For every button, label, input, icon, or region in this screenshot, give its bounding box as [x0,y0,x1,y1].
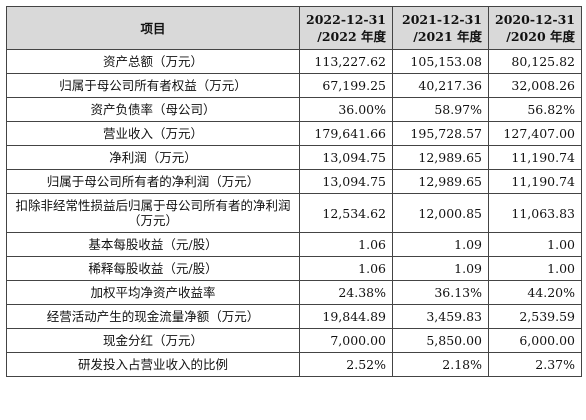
cell-2021: 195,728.57 [392,121,489,146]
table-row: 现金分红（万元） 7,000.00 5,850.00 6,000.00 [6,328,582,353]
header-row: 项目 2022-12-31 /2022 年度 2021-12-31 /2021 … [6,6,582,50]
cell-2022: 12,534.62 [299,193,393,233]
cell-2020: 11,190.74 [488,169,582,194]
table-header: 项目 2022-12-31 /2022 年度 2021-12-31 /2021 … [6,6,582,50]
cell-2021: 1.09 [392,256,489,281]
cell-2021: 36.13% [392,280,489,305]
row-label: 归属于母公司所有者的净利润（万元） [6,169,300,194]
cell-2021: 12,989.65 [392,145,489,170]
cell-2020: 2,539.59 [488,304,582,329]
cell-2020: 32,008.26 [488,73,582,98]
cell-2020: 80,125.82 [488,49,582,74]
row-label: 资产负债率（母公司） [6,97,300,122]
table-row: 归属于母公司所有者的净利润（万元） 13,094.75 12,989.65 11… [6,169,582,194]
row-label: 营业收入（万元） [6,121,300,146]
table-row: 经营活动产生的现金流量净额（万元） 19,844.89 3,459.83 2,5… [6,304,582,329]
cell-2022: 179,641.66 [299,121,393,146]
cell-2021: 1.09 [392,232,489,257]
row-label: 归属于母公司所有者权益（万元） [6,73,300,98]
header-col-date: 2022-12-31 [306,12,386,27]
cell-2022: 113,227.62 [299,49,393,74]
financial-data-table: 项目 2022-12-31 /2022 年度 2021-12-31 /2021 … [6,6,582,377]
cell-2020: 11,190.74 [488,145,582,170]
table-row: 归属于母公司所有者权益（万元） 67,199.25 40,217.36 32,0… [6,73,582,98]
cell-2022: 1.06 [299,232,393,257]
row-label: 净利润（万元） [6,145,300,170]
cell-2021: 2.18% [392,352,489,377]
row-label: 基本每股收益（元/股） [6,232,300,257]
cell-2020: 1.00 [488,232,582,257]
cell-2020: 2.37% [488,352,582,377]
row-label: 扣除非经常性损益后归属于母公司所有者的净利润（万元） [6,193,300,233]
financial-table-container: 项目 2022-12-31 /2022 年度 2021-12-31 /2021 … [6,6,582,377]
row-label: 资产总额（万元） [6,49,300,74]
table-row: 资产总额（万元） 113,227.62 105,153.08 80,125.82 [6,49,582,74]
cell-2022: 13,094.75 [299,169,393,194]
table-row: 基本每股收益（元/股） 1.06 1.09 1.00 [6,232,582,257]
row-label: 研发投入占营业收入的比例 [6,352,300,377]
table-row: 扣除非经常性损益后归属于母公司所有者的净利润（万元） 12,534.62 12,… [6,193,582,233]
header-col-2021: 2021-12-31 /2021 年度 [392,6,489,50]
table-row: 加权平均净资产收益率 24.38% 36.13% 44.20% [6,280,582,305]
table-row: 净利润（万元） 13,094.75 12,989.65 11,190.74 [6,145,582,170]
row-label: 经营活动产生的现金流量净额（万元） [6,304,300,329]
cell-2022: 24.38% [299,280,393,305]
cell-2020: 11,063.83 [488,193,582,233]
cell-2022: 2.52% [299,352,393,377]
cell-2021: 5,850.00 [392,328,489,353]
header-col-2022: 2022-12-31 /2022 年度 [299,6,393,50]
cell-2021: 12,000.85 [392,193,489,233]
cell-2022: 19,844.89 [299,304,393,329]
row-label: 加权平均净资产收益率 [6,280,300,305]
cell-2021: 3,459.83 [392,304,489,329]
header-col-year: /2021 年度 [413,29,482,44]
cell-2022: 1.06 [299,256,393,281]
cell-2022: 13,094.75 [299,145,393,170]
table-row: 稀释每股收益（元/股） 1.06 1.09 1.00 [6,256,582,281]
table-body: 资产总额（万元） 113,227.62 105,153.08 80,125.82… [6,49,582,377]
cell-2022: 7,000.00 [299,328,393,353]
cell-2022: 36.00% [299,97,393,122]
cell-2020: 44.20% [488,280,582,305]
cell-2021: 12,989.65 [392,169,489,194]
table-row: 营业收入（万元） 179,641.66 195,728.57 127,407.0… [6,121,582,146]
header-col-2020: 2020-12-31 /2020 年度 [488,6,582,50]
cell-2022: 67,199.25 [299,73,393,98]
cell-2020: 1.00 [488,256,582,281]
header-col-date: 2020-12-31 [495,12,575,27]
row-label: 现金分红（万元） [6,328,300,353]
cell-2020: 56.82% [488,97,582,122]
table-row: 研发投入占营业收入的比例 2.52% 2.18% 2.37% [6,352,582,377]
header-col-year: /2020 年度 [506,29,575,44]
table-row: 资产负债率（母公司） 36.00% 58.97% 56.82% [6,97,582,122]
cell-2021: 58.97% [392,97,489,122]
header-item: 项目 [6,6,300,50]
cell-2020: 127,407.00 [488,121,582,146]
header-col-date: 2021-12-31 [402,12,482,27]
header-col-year: /2022 年度 [317,29,386,44]
cell-2020: 6,000.00 [488,328,582,353]
cell-2021: 40,217.36 [392,73,489,98]
row-label: 稀释每股收益（元/股） [6,256,300,281]
cell-2021: 105,153.08 [392,49,489,74]
